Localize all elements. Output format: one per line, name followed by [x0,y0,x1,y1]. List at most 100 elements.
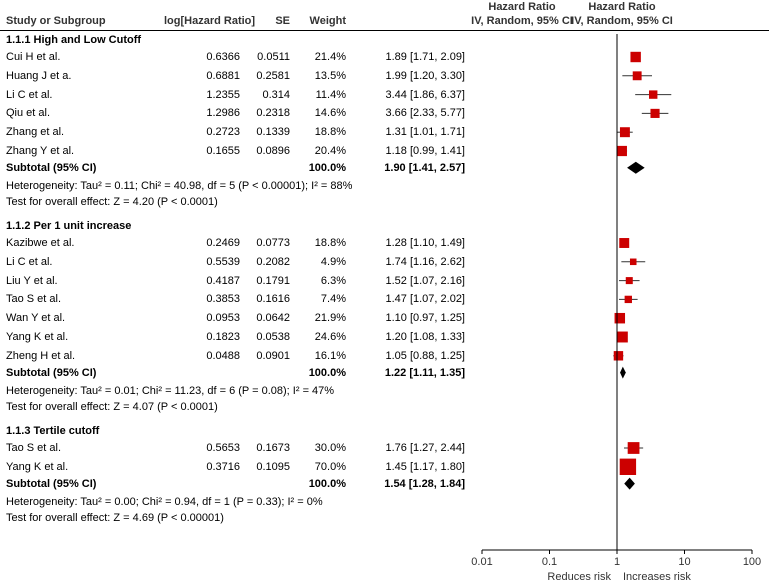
study-weight: 21.4% [314,51,346,63]
study-se: 0.1616 [256,293,290,306]
study-hr-ci: 1.45 [1.17, 1.80] [385,460,465,473]
study-loghr: 0.3716 [206,460,240,473]
favours-right-label: Increases risk [623,571,691,583]
subtotal-label: Subtotal (95% CI) [6,366,97,379]
study-loghr: 0.2723 [206,126,240,139]
subgroup-heading: 1.1.2 Per 1 unit increase [6,220,132,232]
study-loghr: 1.2986 [206,107,240,120]
study-loghr: 0.6881 [206,69,240,82]
study-se: 0.0773 [256,237,290,249]
study-marker [616,145,627,157]
subtotal-hr-ci: 1.54 [1.28, 1.84] [384,477,465,490]
study-weight: 20.4% [314,145,346,157]
subtotal-label: Subtotal (95% CI) [6,477,97,490]
subtotal-label: Subtotal (95% CI) [6,161,97,174]
hr-column-subtitle: IV, Random, 95% CI [471,15,573,27]
study-weight: 70.0% [314,460,346,473]
favours-left-label: Reduces risk [547,571,611,583]
study-hr-ci: 1.05 [0.88, 1.25] [385,349,465,362]
study-marker [614,312,626,324]
se-column-header: SE [275,15,290,27]
x-tick-label: 10 [678,556,690,568]
study-se: 0.1791 [256,274,290,287]
study-name: Liu Y et al. [6,274,58,287]
subtotal-weight: 100.0% [308,477,346,490]
subtotal-weight: 100.0% [308,161,346,174]
study-se: 0.0901 [256,349,290,362]
heterogeneity-text: Heterogeneity: Tau² = 0.11; Chi² = 40.98… [6,179,353,192]
study-loghr: 0.2469 [206,237,240,249]
subgroup-heading: 1.1.3 Tertile cutoff [6,425,100,437]
study-marker [627,442,640,454]
subtotal-diamond [620,366,626,379]
study-marker [649,90,658,99]
study-loghr: 0.5539 [206,255,240,268]
study-column-header: Study or Subgroup [6,15,106,27]
study-weight: 14.6% [314,107,346,120]
study-weight: 7.4% [320,293,346,306]
study-marker [619,127,630,138]
study-hr-ci: 1.28 [1.10, 1.49] [385,237,465,249]
x-tick-label: 100 [743,556,761,568]
study-se: 0.2082 [256,255,290,268]
loghr-column-header: log[Hazard Ratio] [164,15,256,27]
study-weight: 13.5% [314,69,346,82]
study-name: Kazibwe et al. [6,237,75,249]
study-loghr: 0.4187 [206,274,240,287]
study-loghr: 0.1823 [206,331,240,343]
plot-column-subtitle: IV, Random, 95% CI [571,15,673,27]
study-weight: 21.9% [314,312,346,325]
study-loghr: 0.0488 [206,349,240,362]
study-hr-ci: 1.18 [0.99, 1.41] [385,145,465,157]
study-weight: 16.1% [314,349,346,362]
study-name: Yang K et al. [6,331,69,343]
study-hr-ci: 3.66 [2.33, 5.77] [385,107,465,120]
study-marker [625,277,633,285]
study-name: Li C et al. [6,88,53,101]
study-name: Cui H et al. [6,51,61,63]
overall-effect-text: Test for overall effect: Z = 4.69 (P < 0… [6,511,224,524]
study-name: Zhang et al. [6,126,65,139]
hr-column-title: Hazard Ratio [488,1,556,13]
study-se: 0.0896 [256,145,290,157]
study-weight: 24.6% [314,331,346,343]
study-hr-ci: 1.76 [1.27, 2.44] [385,442,465,454]
weight-column-header: Weight [309,15,346,27]
study-name: Zheng H et al. [6,349,76,362]
study-hr-ci: 1.10 [0.97, 1.25] [385,312,465,325]
study-se: 0.1095 [256,460,290,473]
subtotal-diamond [627,161,645,174]
plot-column-title: Hazard Ratio [588,1,656,13]
study-se: 0.0511 [257,51,290,63]
subgroup-heading: 1.1.1 High and Low Cutoff [6,34,142,46]
study-hr-ci: 1.74 [1.16, 2.62] [385,255,465,268]
study-marker [619,238,630,248]
study-hr-ci: 1.89 [1.71, 2.09] [385,51,465,63]
study-marker [624,295,632,304]
study-name: Qiu et al. [6,107,51,120]
study-weight: 30.0% [314,442,346,454]
study-name: Wan Y et al. [6,312,66,325]
heterogeneity-text: Heterogeneity: Tau² = 0.01; Chi² = 11.23… [6,384,335,397]
study-name: Li C et al. [6,255,53,268]
subtotal-hr-ci: 1.22 [1.11, 1.35] [384,366,465,379]
study-se: 0.0538 [256,331,290,343]
study-weight: 4.9% [320,255,346,268]
study-se: 0.314 [262,88,290,101]
subtotal-diamond [624,477,635,490]
study-marker [629,258,637,266]
study-loghr: 0.3853 [206,293,240,306]
study-name: Huang J et a. [6,69,72,82]
study-marker [616,331,628,343]
study-loghr: 1.2355 [206,88,240,101]
study-marker [632,71,642,81]
study-loghr: 0.6366 [206,51,240,63]
study-weight: 18.8% [314,237,346,249]
study-se: 0.0642 [256,312,290,325]
study-marker [613,351,624,361]
study-se: 0.2318 [256,107,290,120]
study-marker [630,51,641,63]
study-weight: 6.3% [320,274,346,287]
heterogeneity-text: Heterogeneity: Tau² = 0.00; Chi² = 0.94,… [6,495,323,508]
